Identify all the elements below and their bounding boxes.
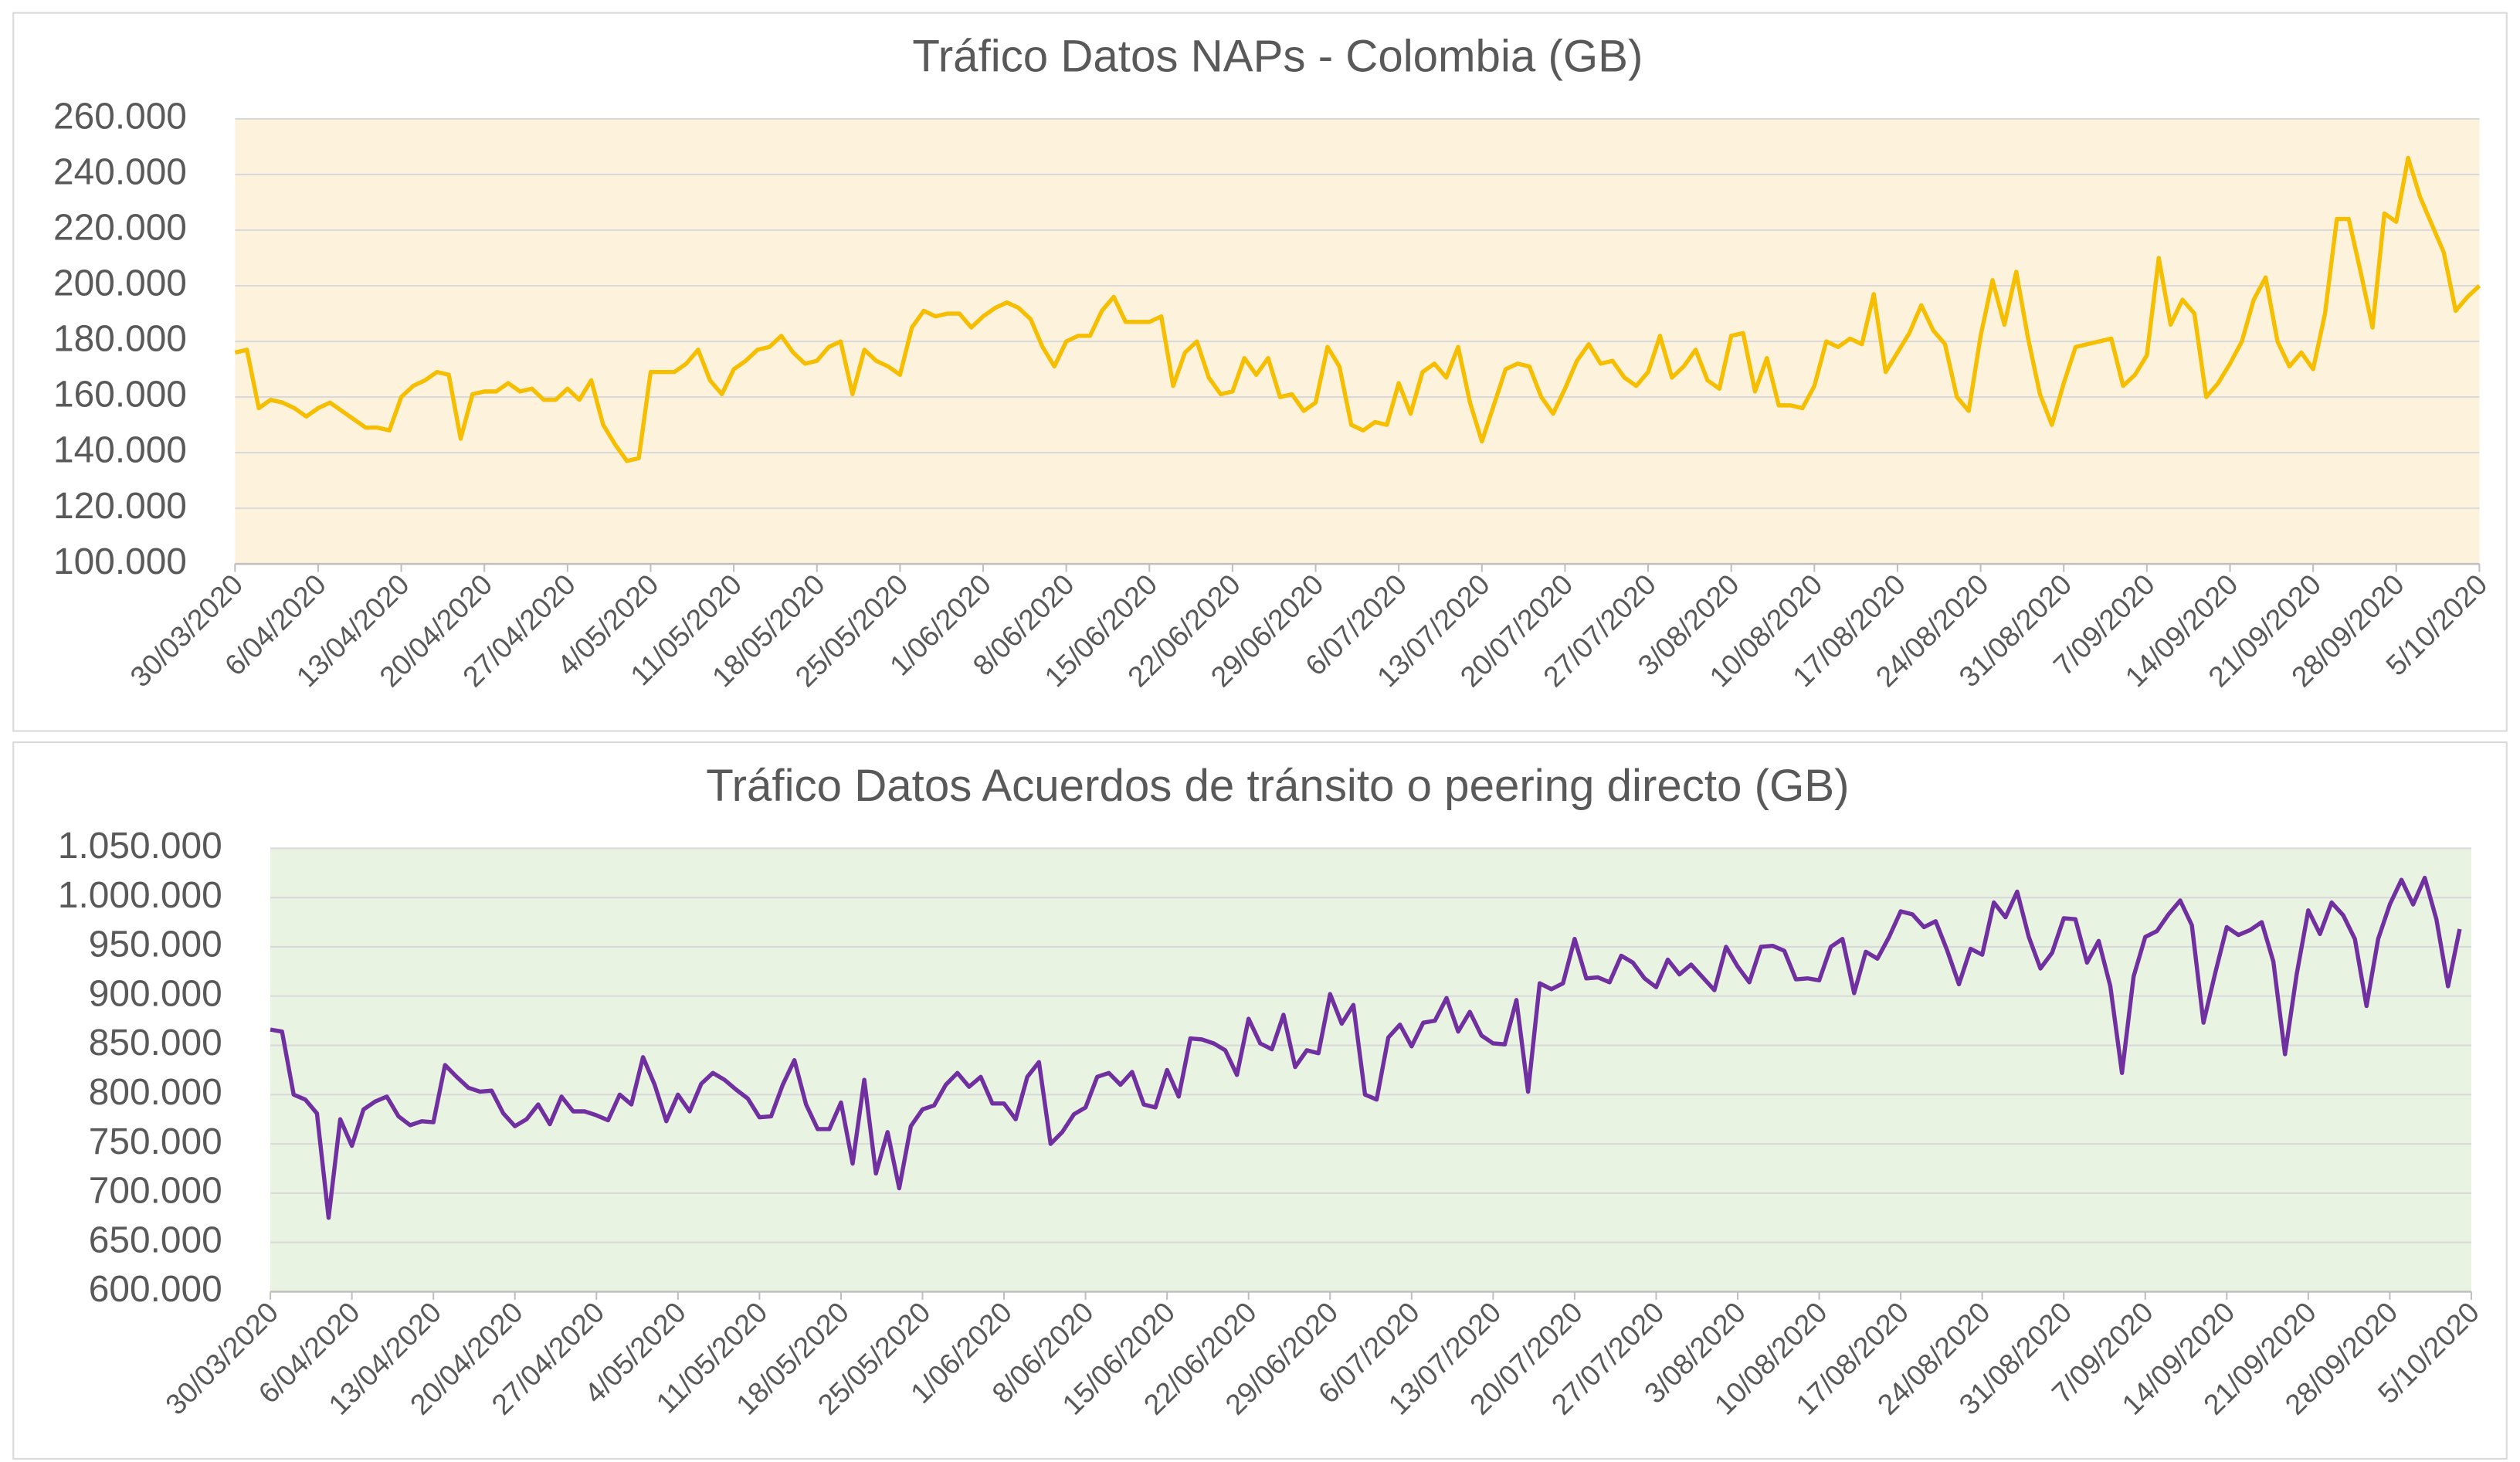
y-tick-label: 750.000 xyxy=(89,1121,222,1162)
data-line xyxy=(270,875,2462,1220)
y-tick-label: 1.050.000 xyxy=(58,826,222,867)
chart-title: Tráfico Datos Acuerdos de tránsito o pee… xyxy=(706,761,1849,811)
data-line xyxy=(234,155,2481,463)
y-tick-label: 260.000 xyxy=(53,97,187,137)
y-tick-label: 600.000 xyxy=(89,1269,222,1310)
y-tick-label: 180.000 xyxy=(53,319,187,360)
y-tick-label: 800.000 xyxy=(89,1072,222,1113)
y-tick-label: 100.000 xyxy=(53,541,187,582)
chart-title: Tráfico Datos NAPs - Colombia (GB) xyxy=(912,31,1643,81)
y-tick-label: 220.000 xyxy=(53,208,187,249)
y-tick-label: 120.000 xyxy=(53,486,187,527)
y-tick-label: 1.000.000 xyxy=(58,875,222,916)
y-tick-label: 140.000 xyxy=(53,430,187,471)
y-tick-label: 700.000 xyxy=(89,1171,222,1212)
y-tick-label: 900.000 xyxy=(89,973,222,1014)
plot-area xyxy=(270,848,2471,1292)
y-tick-label: 950.000 xyxy=(89,924,222,965)
y-tick-label: 200.000 xyxy=(53,263,187,304)
y-tick-label: 650.000 xyxy=(89,1219,222,1260)
y-tick-label: 160.000 xyxy=(53,375,187,416)
y-tick-label: 850.000 xyxy=(89,1023,222,1063)
y-tick-label: 240.000 xyxy=(53,152,187,193)
